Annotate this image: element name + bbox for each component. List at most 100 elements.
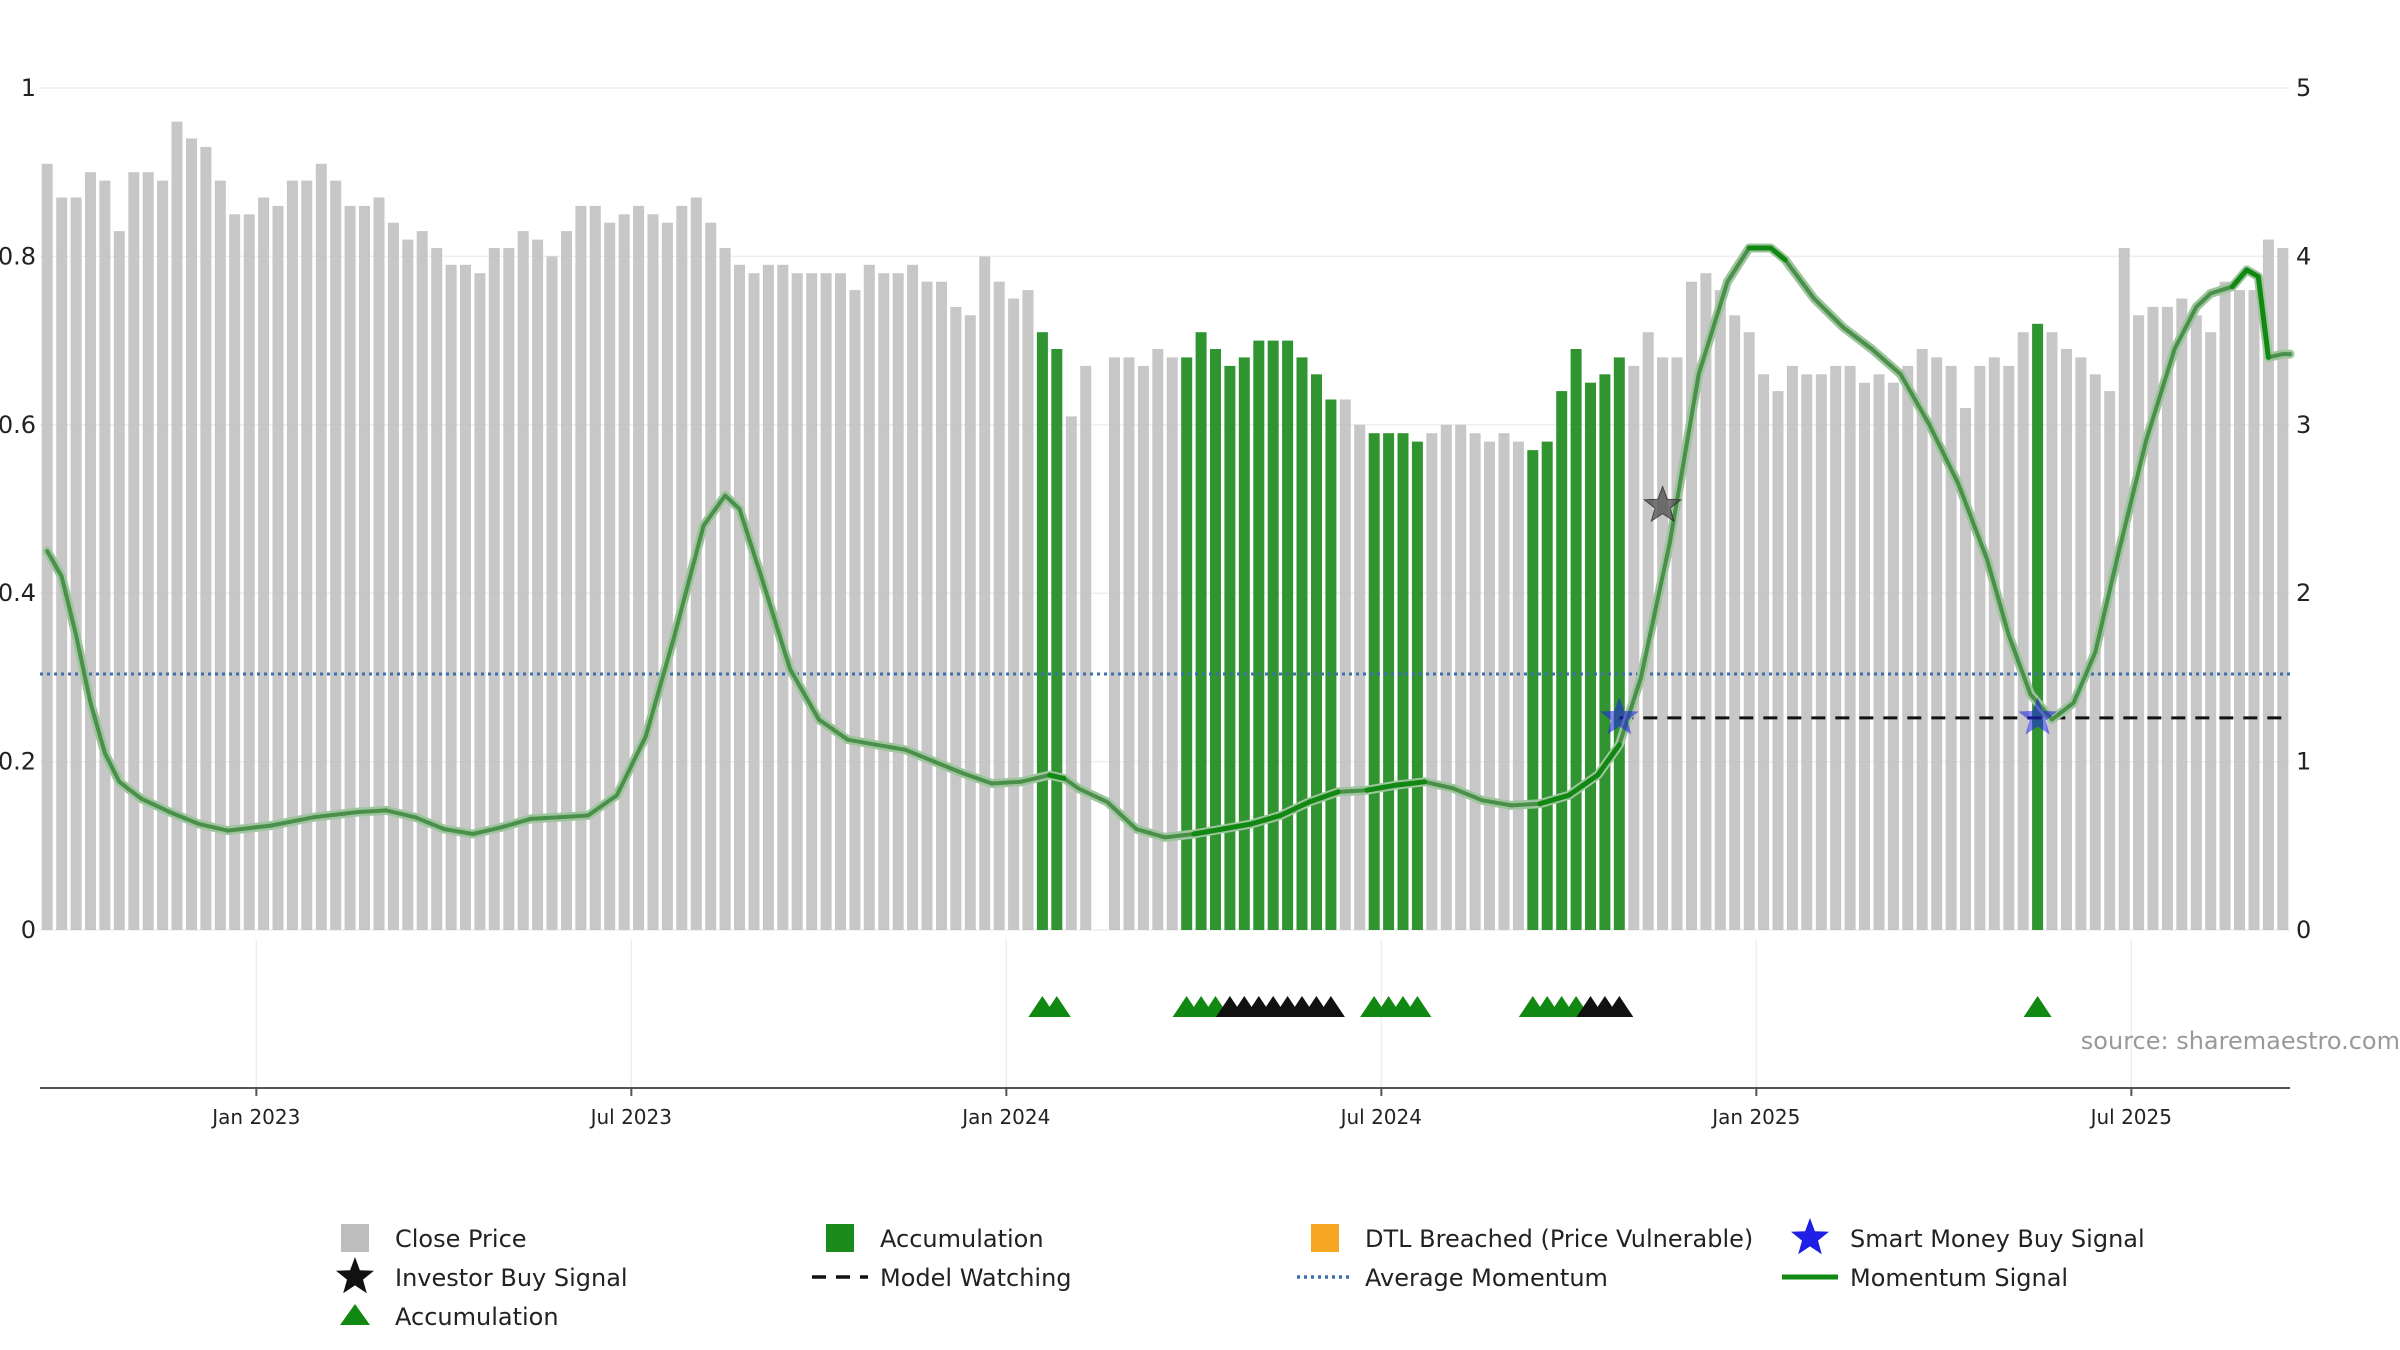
y-right-tick-label: 0 — [2296, 916, 2311, 944]
close-price-bar — [70, 197, 82, 930]
momentum-signal-highlight — [2229, 267, 2271, 360]
close-price-bar — [359, 205, 370, 930]
x-tick-label: Jul 2024 — [1339, 1105, 1422, 1129]
y-axis-left-ticks: 0 0.2 0.4 0.6 0.8 1 — [0, 74, 36, 944]
y-right-tick-label: 2 — [2296, 579, 2311, 607]
close-price-bar — [1844, 365, 1856, 930]
legend-item: DTL Breached (Price Vulnerable) — [1311, 1224, 1753, 1253]
close-price-bar — [1830, 365, 1842, 930]
close-price-bar — [315, 163, 327, 931]
close-price-bar — [2234, 290, 2245, 931]
close-price-bar — [705, 222, 717, 930]
legend-item: Accumulation — [826, 1224, 1044, 1253]
close-price-bar — [1109, 357, 1120, 930]
close-price-bar — [1786, 365, 1798, 930]
close-price-bar — [1859, 382, 1870, 930]
close-price-bar — [2248, 290, 2260, 931]
close-price-bar — [416, 231, 428, 931]
close-price-bar — [488, 248, 500, 930]
close-price-bar — [1008, 298, 1020, 930]
legend-swatch — [826, 1224, 854, 1252]
momentum-signal-line — [42, 243, 2295, 842]
close-price-bar — [2190, 315, 2202, 930]
x-tick-label: Jan 2024 — [960, 1105, 1050, 1129]
close-price-bar — [878, 273, 890, 930]
close-price-bar — [2205, 332, 2217, 930]
close-price-bar — [1339, 399, 1351, 930]
accumulation-bar — [1599, 374, 1611, 930]
accumulation-bar — [1282, 340, 1294, 931]
close-price-bar — [330, 180, 342, 931]
y-right-tick-label: 5 — [2296, 74, 2311, 102]
close-price-bar — [2161, 306, 2173, 930]
y-left-tick-label: 0.6 — [0, 411, 36, 439]
legend-swatch — [1311, 1224, 1339, 1252]
close-price-bar — [157, 180, 169, 931]
close-price-bar — [1455, 424, 1467, 930]
close-price-bar — [806, 273, 818, 930]
close-price-bar — [835, 273, 846, 930]
source-note: source: sharemaestro.com — [2081, 1027, 2400, 1055]
close-price-bar — [532, 239, 544, 931]
close-price-bar — [286, 180, 298, 931]
x-tick-label: Jan 2023 — [210, 1105, 300, 1129]
grid-lines — [40, 87, 2290, 1088]
close-price-bar — [229, 214, 241, 931]
close-price-bar — [1152, 349, 1164, 930]
legend-item: Smart Money Buy Signal — [1791, 1218, 2145, 1255]
momentum-signal-highlight — [1537, 742, 1622, 807]
close-price-bar — [2104, 391, 2116, 931]
legend-label: DTL Breached (Price Vulnerable) — [1365, 1225, 1753, 1253]
close-price-bar — [431, 248, 443, 930]
accumulation-bar — [1195, 332, 1207, 930]
close-price-bar — [589, 205, 601, 930]
close-price-bar — [1498, 433, 1510, 930]
close-price-bar — [661, 222, 673, 930]
close-price-bar — [618, 214, 630, 931]
close-price-bar — [344, 205, 356, 930]
close-price-bar — [604, 222, 616, 930]
momentum-signal-highlight — [1047, 772, 1067, 781]
x-tick-label: Jul 2025 — [2089, 1105, 2172, 1129]
close-price-bar — [258, 197, 270, 930]
accumulation-bar — [1311, 374, 1322, 930]
close-price-bar — [128, 172, 140, 930]
y-right-tick-label: 1 — [2296, 748, 2311, 776]
close-price-bar — [791, 273, 803, 930]
y-left-tick-label: 0.2 — [0, 748, 36, 776]
accumulation-bar — [1036, 332, 1048, 930]
close-price-bar — [1988, 357, 2000, 930]
accumulation-bar — [1556, 391, 1568, 931]
y-left-tick-label: 0.8 — [0, 242, 36, 270]
close-price-bar — [1974, 365, 1986, 930]
accumulation-triangle — [1316, 996, 1345, 1017]
accumulation-bar — [1051, 349, 1063, 930]
smart-money-buy-star — [2018, 697, 2058, 735]
signal-markers — [1599, 485, 2058, 735]
close-price-bar — [214, 180, 226, 931]
accumulation-bar — [1585, 382, 1596, 930]
close-price-bar — [1657, 357, 1669, 930]
close-price-bar — [2075, 357, 2087, 930]
close-price-bar — [950, 306, 962, 930]
accumulation-triangle — [1403, 996, 1432, 1017]
close-price-bar — [2046, 332, 2058, 930]
legend-label: Accumulation — [880, 1225, 1044, 1253]
legend-item: Accumulation — [340, 1303, 559, 1331]
close-price-bar — [575, 205, 587, 930]
close-price-bar — [1772, 391, 1784, 931]
accumulation-triangle — [1605, 996, 1634, 1017]
close-price-bar — [1469, 433, 1481, 930]
accumulation-bar — [1383, 433, 1395, 930]
momentum-signal-highlight — [1191, 789, 1341, 837]
accumulation-bar — [2032, 323, 2044, 930]
close-price-bar — [243, 214, 255, 931]
legend-label: Investor Buy Signal — [395, 1264, 628, 1292]
close-price-bar — [272, 205, 284, 930]
accumulation-bar — [1570, 349, 1582, 930]
close-price-bar — [56, 197, 68, 930]
smart-money-buy-star — [1599, 697, 1639, 735]
close-price-bar — [734, 264, 745, 930]
close-price-bar — [719, 248, 731, 930]
